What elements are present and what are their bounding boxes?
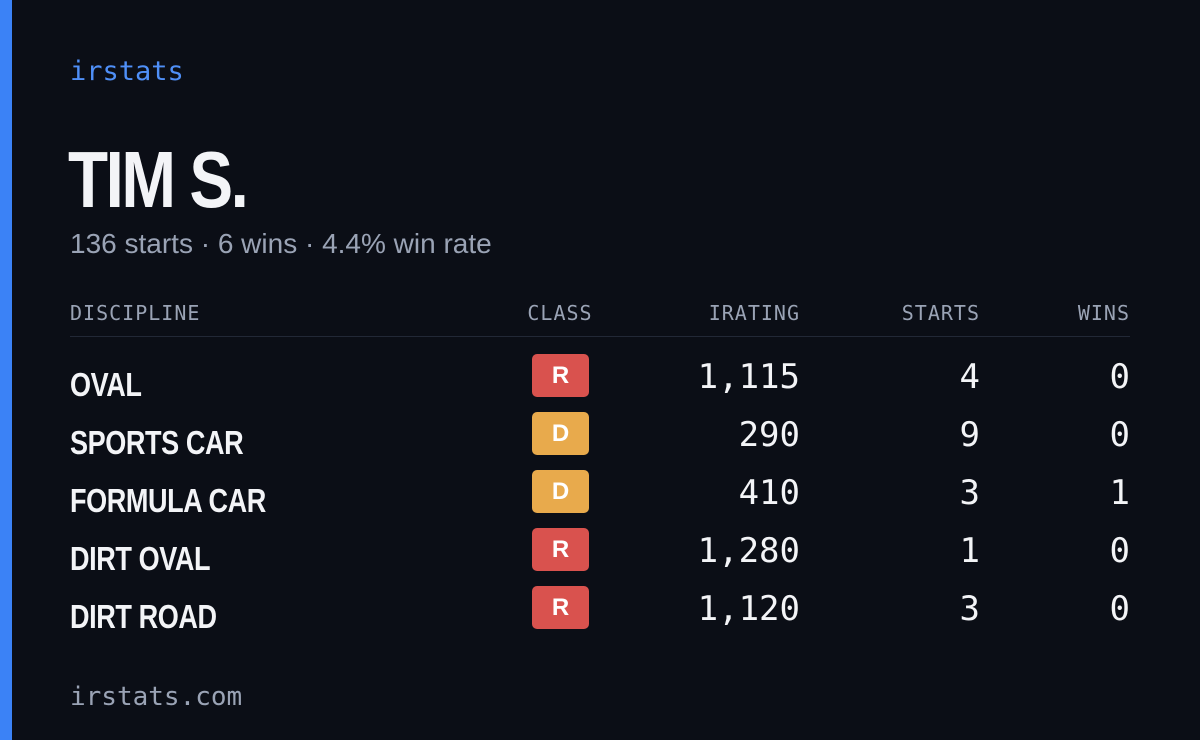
wins-value: 0 [1109,589,1130,629]
column-header: IRATING [708,301,800,325]
header-rule [70,336,1130,337]
starts-value: 3 [959,473,980,513]
starts-value: 1 [959,531,980,571]
irating-value: 1,115 [697,357,800,397]
discipline: OVAL [70,366,142,403]
irating-value: 1,280 [697,531,800,571]
irating-value: 1,120 [697,589,800,629]
accent-bar [0,0,12,740]
driver-summary: 136 starts · 6 wins · 4.4% win rate [70,228,492,259]
footer: irstats.com [70,682,243,712]
driver-name: TIM S. [68,135,249,224]
starts-value: 3 [959,589,980,629]
starts-value: 9 [959,415,980,455]
irating-value: 410 [738,473,800,513]
discipline: DIRT ROAD [70,598,217,635]
wins-value: 0 [1109,531,1130,571]
column-header: WINS [1077,301,1130,325]
class-badge: R [532,528,589,571]
discipline: FORMULA CAR [70,482,266,519]
class-badge: R [532,354,589,397]
discipline: DIRT OVAL [70,540,211,577]
class-badge: R [532,586,589,629]
irating-value: 290 [738,415,800,455]
column-header: DISCIPLINE [70,301,201,325]
wins-value: 0 [1109,357,1130,397]
column-header: STARTS [901,301,980,325]
brand: irstats [70,56,184,87]
starts-value: 4 [959,357,980,397]
wins-value: 1 [1109,473,1130,513]
discipline: SPORTS CAR [70,424,244,461]
column-header: CLASS [527,301,593,325]
class-badge: D [532,470,589,513]
class-badge: D [532,412,589,455]
wins-value: 0 [1109,415,1130,455]
